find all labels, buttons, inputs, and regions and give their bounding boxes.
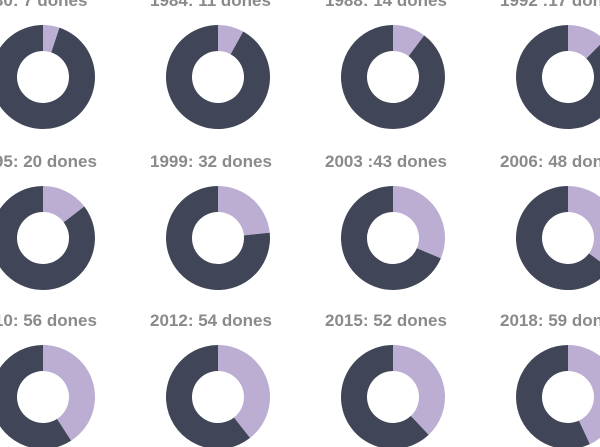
donut-ring <box>0 345 95 447</box>
donut-chart-3: 1988: 14 dones <box>325 0 475 130</box>
dones-slice <box>393 345 445 435</box>
donut-chart-7: 2003 :43 dones <box>325 151 475 291</box>
dones-slice <box>568 25 600 59</box>
chart-title: 1980: 7 dones <box>0 0 88 10</box>
remaining-slice <box>0 186 95 290</box>
donut-chart-6: 1999: 32 dones <box>150 151 300 291</box>
donut-ring <box>166 345 270 447</box>
chart-title: 2012: 54 dones <box>150 311 272 330</box>
donut-chart-8: 2006: 48 dones <box>500 151 600 291</box>
donut-chart-11: 2015: 52 dones <box>325 310 475 447</box>
donut-ring <box>166 186 270 290</box>
chart-title: 2018: 59 dones <box>500 311 600 330</box>
donut-ring <box>516 25 600 129</box>
donut-chart-9: 2010: 56 dones <box>0 310 125 447</box>
donut-chart-5: 1995: 20 dones <box>0 151 125 291</box>
dones-slice <box>393 25 425 57</box>
chart-title: 2010: 56 dones <box>0 311 97 330</box>
donut-ring <box>166 25 270 129</box>
remaining-slice <box>516 186 600 290</box>
dones-slice <box>43 25 60 53</box>
donut-ring <box>0 186 95 290</box>
donut-chart-1: 1980: 7 dones <box>0 0 125 130</box>
chart-title: 1999: 32 dones <box>150 152 272 171</box>
dones-slice <box>218 186 270 236</box>
donut-ring <box>516 345 600 447</box>
donut-ring <box>516 186 600 290</box>
dones-slice <box>218 345 270 438</box>
dones-slice <box>568 345 600 445</box>
donut-chart-4: 1992 :17 dones <box>500 0 600 130</box>
chart-title: 2003 :43 dones <box>325 152 447 171</box>
dones-slice <box>218 25 244 55</box>
chart-title: 1992 :17 dones <box>500 0 600 10</box>
remaining-slice <box>0 25 95 129</box>
remaining-slice <box>341 345 429 447</box>
dones-slice <box>43 345 95 441</box>
dones-slice <box>393 186 445 259</box>
remaining-slice <box>341 186 441 290</box>
chart-title: 1995: 20 dones <box>0 152 97 171</box>
donut-ring <box>0 25 95 129</box>
donut-chart-12: 2018: 59 dones <box>500 310 600 447</box>
donut-chart-10: 2012: 54 dones <box>150 310 300 447</box>
chart-title: 1984: 11 dones <box>150 0 271 10</box>
donut-ring <box>341 186 445 290</box>
chart-title: 2015: 52 dones <box>325 311 447 330</box>
chart-title: 2006: 48 dones <box>500 152 600 171</box>
donut-ring <box>341 25 445 129</box>
remaining-slice <box>516 25 600 129</box>
donut-ring <box>341 345 445 447</box>
remaining-slice <box>166 25 270 129</box>
remaining-slice <box>166 186 270 290</box>
dones-slice <box>43 186 85 223</box>
remaining-slice <box>516 345 590 447</box>
remaining-slice <box>341 25 445 129</box>
remaining-slice <box>0 345 72 447</box>
chart-title: 1988: 14 dones <box>325 0 447 10</box>
dones-slice <box>568 186 600 262</box>
donut-chart-2: 1984: 11 dones <box>150 0 300 130</box>
remaining-slice <box>166 345 251 447</box>
